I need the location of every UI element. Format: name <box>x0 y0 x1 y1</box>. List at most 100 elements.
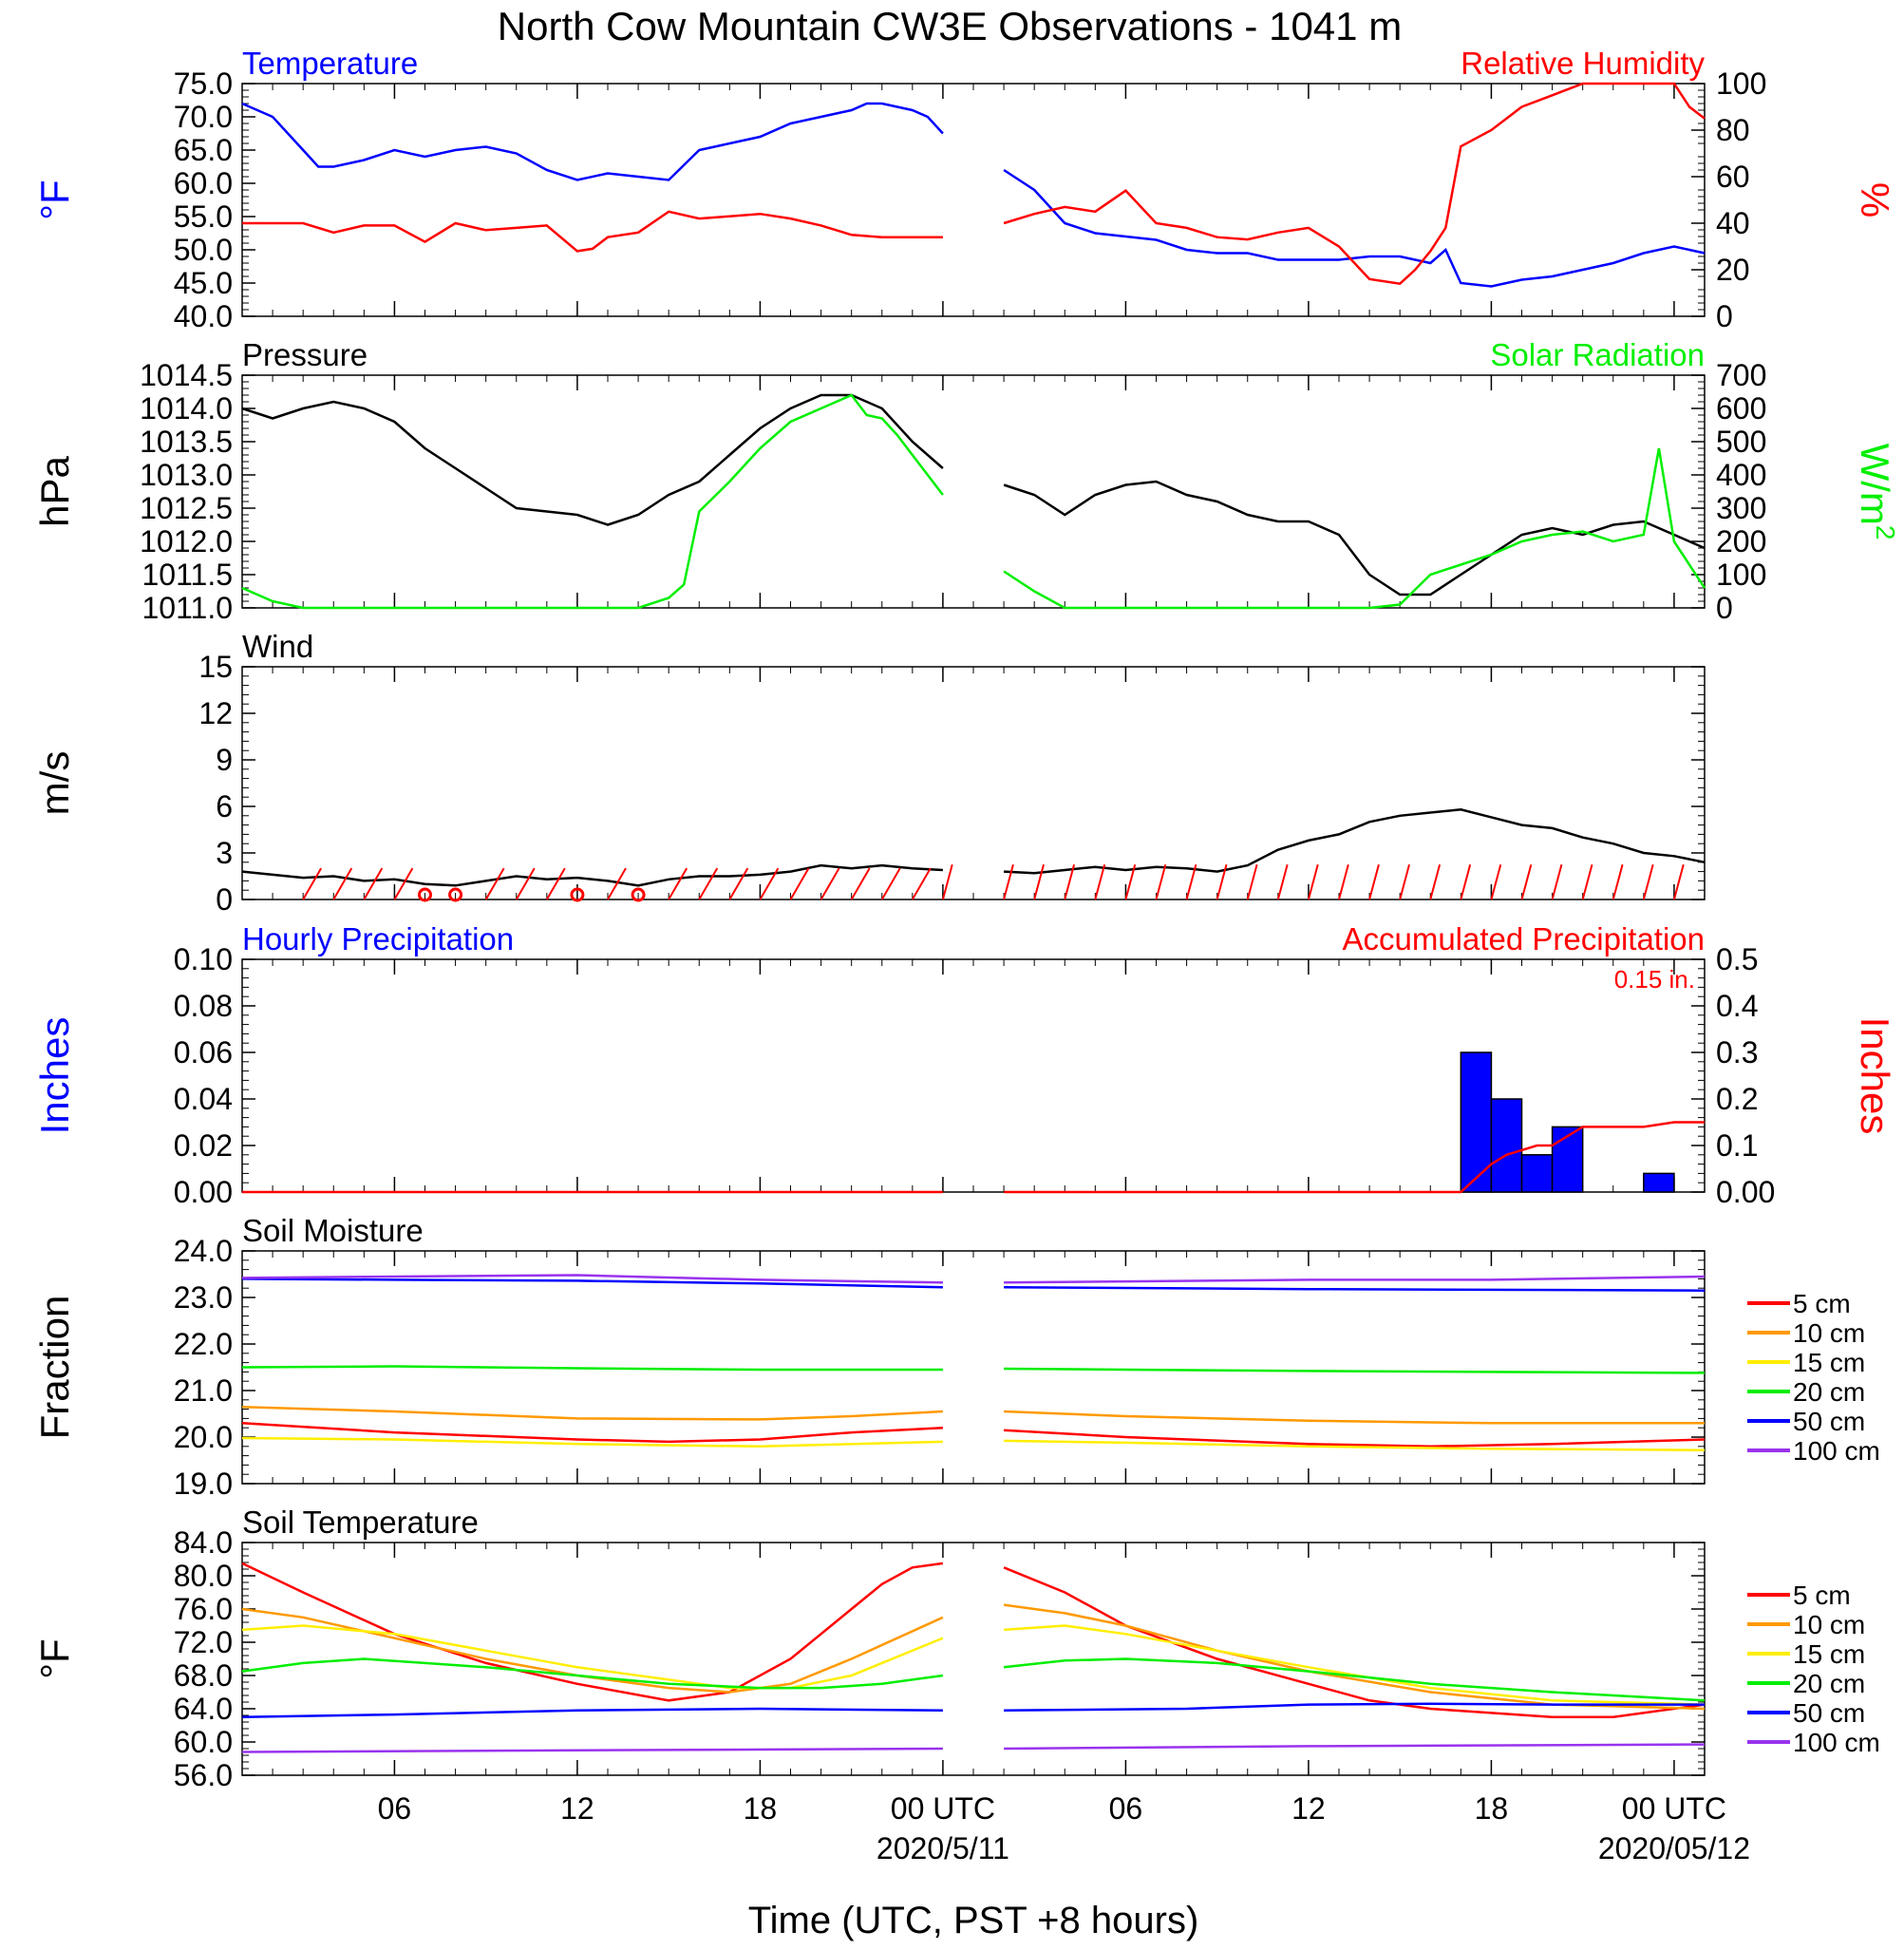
wind-barb <box>1672 864 1685 900</box>
y-left-tick-label: 0 <box>216 882 233 917</box>
series-line-100cm <box>241 1274 943 1284</box>
x-tick-label: 18 <box>1475 1791 1509 1826</box>
precip-bar <box>1643 1172 1675 1193</box>
wind-barb <box>1216 864 1228 900</box>
y-left-tick-label: 68.0 <box>174 1658 233 1693</box>
y-axis-label-left: °F <box>32 180 77 219</box>
legend-label: 5 cm <box>1793 1581 1851 1610</box>
panel-4: 24.0 23.0 22.0 21.0 20.0 19.0 Soil Moisture Fra… <box>32 1213 1880 1501</box>
wind-barb <box>1520 864 1533 900</box>
calm-wind-marker <box>418 887 432 902</box>
wind-barb <box>728 867 749 900</box>
y-axis-label-right-text: Inches <box>1853 1017 1897 1135</box>
series-line-15cm <box>241 1436 943 1448</box>
panels: 75.070.065.060.055.050.045.040.010080604… <box>32 46 1900 1865</box>
x-tick-label: 12 <box>560 1791 594 1826</box>
y-left-tick-label: 1013.0 <box>140 458 233 492</box>
y-right-tick-label: 0.00 <box>1716 1175 1775 1209</box>
y-right-tick-label: 200 <box>1716 524 1766 558</box>
series-line-1 <box>1003 447 1706 610</box>
precip-total-label: 0.15 in. <box>1614 965 1695 994</box>
y-right-tick-label: 600 <box>1716 391 1766 426</box>
wind-barb <box>302 867 323 900</box>
series-line-5cm <box>241 1562 944 1702</box>
panel-title-right: Solar Radiation <box>1490 337 1705 372</box>
y-axis-label-right-text: % <box>1853 182 1897 218</box>
y-right-tick-label: 300 <box>1716 491 1766 525</box>
wind-barb <box>941 864 953 900</box>
y-left-tick-label: 6 <box>216 789 233 824</box>
series-line-100cm <box>241 1747 943 1753</box>
y-left-tick-label: 21.0 <box>174 1373 233 1408</box>
y-left-tick-label: 1014.0 <box>140 391 233 426</box>
legend-label: 20 cm <box>1793 1377 1865 1407</box>
y-right-tick-label: 0.2 <box>1716 1082 1758 1116</box>
series-line-50cm <box>1004 1702 1705 1713</box>
y-axis-label-right-text: W/m <box>1853 444 1897 525</box>
wind-barb <box>363 867 384 900</box>
x-axis-label: Time (UTC, PST +8 hours) <box>748 1900 1199 1941</box>
panel-5: 84.080.076.072.068.064.060.056.0 Soil Tem… <box>32 1505 1880 1792</box>
wind-barb <box>607 867 627 900</box>
series-line-20cm <box>1003 1657 1706 1702</box>
wind-barb <box>1460 864 1472 900</box>
wind-barb <box>1003 864 1014 900</box>
calm-wind-marker <box>631 887 646 902</box>
wind-barb <box>668 867 688 900</box>
y-left-tick-label: 50.0 <box>174 233 233 267</box>
y-left-tick-label: 19.0 <box>174 1467 233 1501</box>
wind-barb <box>1399 864 1410 900</box>
y-left-tick-label: 60.0 <box>174 166 233 200</box>
series-line-0 <box>241 102 944 181</box>
legend-label: 100 cm <box>1793 1436 1880 1466</box>
wind-barb <box>1429 864 1442 900</box>
x-tick-label: 00 UTC <box>891 1791 995 1826</box>
series-line-5cm <box>1004 1429 1706 1448</box>
wind-barb <box>789 867 810 900</box>
series-line-50cm <box>1004 1285 1706 1292</box>
y-axis-label-left: Fraction <box>32 1296 77 1440</box>
wind-barb <box>698 867 719 900</box>
series-line-10cm <box>241 1405 943 1421</box>
y-right-tick-label: 0.5 <box>1716 942 1758 976</box>
panel-title-left: Pressure <box>242 337 368 372</box>
panel-1: 1014.51014.01013.51013.01012.51012.01011… <box>32 337 1900 625</box>
legend-label: 15 cm <box>1793 1348 1865 1377</box>
y-left-tick-label: 75.0 <box>174 66 233 101</box>
x-tick-label: 06 <box>378 1791 412 1826</box>
y-right-tick-label: 100 <box>1716 558 1766 592</box>
legend-label: 20 cm <box>1793 1669 1865 1698</box>
series-line-5cm <box>241 1422 943 1444</box>
wind-barb <box>545 867 566 900</box>
wind-barb <box>1033 864 1045 900</box>
wind-barb <box>484 867 505 900</box>
series-line-15cm <box>1004 1439 1706 1451</box>
precip-bar <box>1520 1154 1554 1193</box>
calm-wind-marker <box>448 887 463 902</box>
wind-barb <box>1246 864 1258 900</box>
y-axis-label-right: % <box>1853 182 1897 218</box>
wind-barb <box>1276 864 1289 900</box>
series-line-0 <box>241 393 944 526</box>
panel-title-left: Hourly Precipitation <box>242 921 514 956</box>
wind-barb <box>820 867 840 900</box>
panel-title-right: Relative Humidity <box>1461 46 1705 81</box>
legend-label: 100 cm <box>1793 1728 1880 1757</box>
y-left-tick-label: 0.04 <box>174 1082 233 1116</box>
y-left-tick-label: 0.00 <box>174 1175 233 1209</box>
series-line-100cm <box>1004 1275 1706 1284</box>
y-right-tick-label: 700 <box>1716 358 1766 392</box>
legend-label: 50 cm <box>1793 1407 1865 1436</box>
x-date-label: 2020/5/11 <box>877 1831 1009 1865</box>
x-date-label: 2020/05/12 <box>1598 1831 1750 1865</box>
y-left-tick-label: 70.0 <box>174 100 233 134</box>
wind-barb <box>1368 864 1380 900</box>
series-line-50cm <box>241 1278 943 1289</box>
y-left-tick-label: 84.0 <box>174 1525 233 1560</box>
y-left-tick-label: 12 <box>198 696 233 730</box>
wind-barb <box>1612 864 1624 900</box>
wind-barb <box>393 867 414 900</box>
y-axis-label-right: Inches <box>1853 1017 1897 1135</box>
plot-frame <box>241 666 1706 900</box>
y-right-tick-label: 0.4 <box>1716 989 1758 1023</box>
